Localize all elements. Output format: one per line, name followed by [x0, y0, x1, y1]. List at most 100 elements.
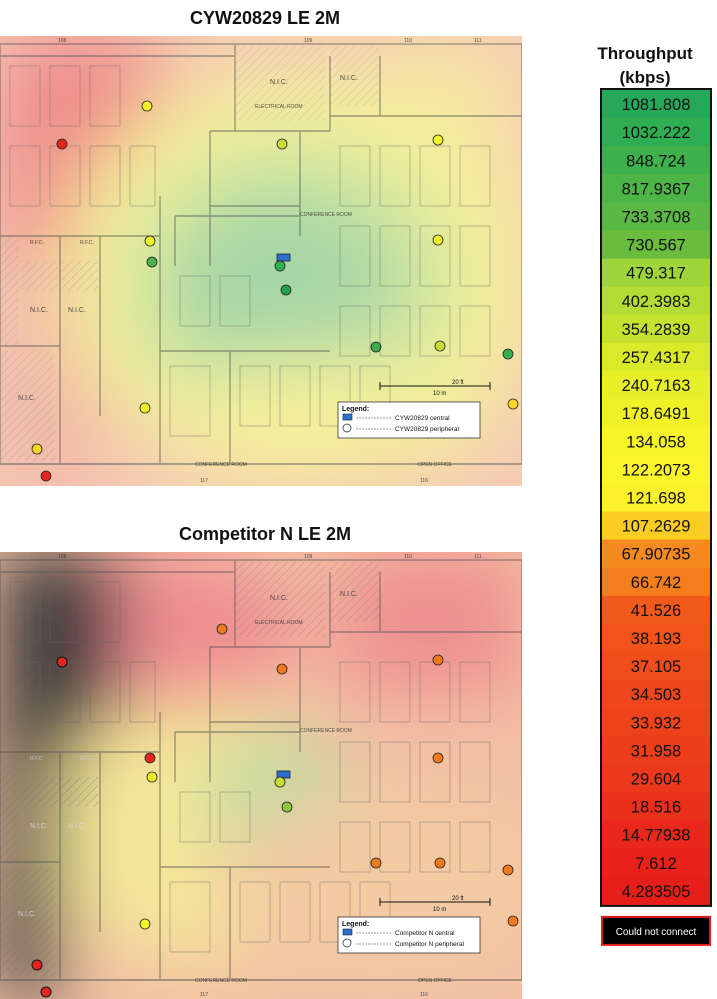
room-label: N.I.C. — [68, 307, 86, 314]
scale-value-label: 107.2629 — [622, 518, 691, 536]
peripheral-marker — [40, 470, 52, 482]
peripheral-marker — [274, 776, 286, 788]
scale-value-label: 37.105 — [631, 658, 681, 676]
peripheral-marker — [141, 100, 153, 112]
scale-value-label: 134.058 — [626, 433, 686, 451]
peripheral-marker — [40, 986, 52, 998]
scale-swatch — [602, 230, 710, 260]
room-label: CONFERENCE ROOM — [300, 728, 352, 734]
scale-swatch — [602, 792, 710, 822]
peripheral-marker — [31, 959, 43, 971]
scale-swatch — [602, 371, 710, 400]
scale-value-label: 66.742 — [631, 574, 681, 592]
room-label: ELECTRICAL ROOM — [255, 620, 303, 626]
room-number: 109 — [304, 38, 313, 44]
scale-swatch — [602, 511, 710, 541]
room-number: 110 — [404, 554, 412, 560]
peripheral-marker — [432, 234, 444, 246]
scale-value-label: 41.526 — [631, 602, 681, 620]
room-label: R.F.C. — [80, 756, 94, 762]
legend-peripheral-label: CYW20829 peripheral — [395, 426, 460, 433]
room-number: 108 — [58, 554, 67, 560]
scale-value-label: 257.4317 — [622, 349, 691, 367]
room-label: N.I.C. — [340, 591, 358, 598]
scale-value-label: 354.2839 — [622, 321, 691, 339]
scale-swatch — [602, 427, 710, 456]
peripheral-marker — [56, 138, 68, 150]
room-label: CONFERENCE ROOM — [300, 212, 352, 218]
scale-value-label: 178.6491 — [622, 405, 691, 423]
room-label: N.I.C. — [18, 395, 36, 402]
scale-swatch — [602, 567, 710, 597]
room-label: N.I.C. — [18, 911, 36, 918]
peripheral-marker — [144, 235, 156, 247]
scale-value-label: 479.317 — [626, 265, 686, 283]
scale-swatch — [602, 286, 710, 316]
map-legend-2: Legend: Competitor N central Competitor … — [337, 916, 481, 954]
room-label: R.F.C. — [30, 756, 44, 762]
peripheral-marker — [31, 443, 43, 455]
room-text-2: N.I.C. N.I.C. N.I.C. N.I.C. N.I.C. ELECT… — [18, 554, 482, 998]
room-label: R.F.C. — [30, 240, 44, 246]
scale-value-label: 240.7163 — [622, 377, 691, 395]
scale-value-label: 733.3708 — [622, 208, 691, 226]
scale-swatch — [602, 708, 710, 737]
scale-value-label: 817.9367 — [622, 180, 691, 198]
scale-swatch — [602, 202, 710, 231]
peripheral-marker — [434, 857, 446, 869]
peripheral-marker — [146, 256, 158, 268]
scale-value-label: 848.724 — [626, 152, 686, 170]
furniture-grid-2 — [9, 581, 491, 953]
throughput-color-scale: 1081.808 1032.222 848.724 817.9367 733.3708 7… — [600, 88, 713, 987]
room-label: R.F.C. — [80, 240, 94, 246]
room-number: 117 — [200, 478, 208, 484]
legend-central-label: Competitor N central — [395, 930, 455, 937]
scale-label-m: 10 m — [433, 391, 446, 397]
scale-value-label: 34.503 — [631, 686, 681, 704]
scale-swatch — [602, 652, 710, 681]
throughput-legend-title: Throughput — [597, 44, 693, 63]
scale-value-label: 402.3983 — [622, 293, 691, 311]
scale-swatch — [602, 876, 710, 906]
scale-value-label: 67.90735 — [622, 546, 691, 564]
scale-value-label: 1081.808 — [622, 96, 691, 114]
room-label: N.I.C. — [270, 595, 288, 602]
scale-frame — [600, 88, 712, 907]
room-number: 108 — [58, 38, 67, 44]
peripheral-marker — [139, 402, 151, 414]
peripheral-marker — [139, 918, 151, 930]
peripheral-marker — [56, 656, 68, 668]
peripheral-marker — [276, 138, 288, 150]
room-label: OPEN OFFICE — [418, 978, 453, 984]
room-label: OPEN OFFICE — [418, 462, 453, 468]
peripheral-marker — [144, 752, 156, 764]
peripheral-marker — [281, 801, 293, 813]
room-number: 111 — [474, 554, 482, 560]
map-title-cyw20829: CYW20829 LE 2M — [189, 8, 341, 28]
room-number: 116 — [420, 992, 428, 998]
scale-value-label: 14.77938 — [622, 827, 691, 845]
scale-swatch — [602, 146, 710, 175]
peripheral-marker — [507, 398, 519, 410]
scale-value-label: 4.283505 — [622, 883, 691, 901]
room-number: 117 — [200, 992, 208, 998]
scale-swatch — [602, 623, 710, 653]
floorplan-cyw20829-svg: N.I.C. N.I.C. N.I.C. N.I.C. N.I.C. ELECT… — [0, 36, 522, 486]
no-connect-swatch — [601, 915, 711, 946]
scale-bar-1: 20 ft 10 m — [379, 380, 491, 397]
room-label: CONFERENCE ROOM — [195, 462, 247, 468]
room-label: N.I.C. — [270, 79, 288, 86]
scale-label-ft: 20 ft — [452, 380, 464, 386]
peripheral-marker — [216, 623, 228, 635]
room-label: N.I.C. — [68, 823, 86, 830]
room-number: 110 — [404, 38, 412, 44]
heat-layer-cyw20829 — [0, 36, 522, 486]
heatmap-cyw20829: N.I.C. N.I.C. N.I.C. N.I.C. N.I.C. ELECT… — [0, 36, 522, 486]
legend-title: Legend: — [342, 406, 369, 413]
scale-swatch — [602, 736, 710, 765]
heatmap-competitor: N.I.C. N.I.C. N.I.C. N.I.C. N.I.C. ELECT… — [0, 552, 522, 999]
scale-value-label: 7.612 — [635, 855, 676, 873]
scale-label-ft: 20 ft — [452, 896, 464, 902]
scale-value-label: 18.516 — [631, 799, 681, 817]
color-scale-svg: 1081.808 1032.222 848.724 817.9367 733.3708 7… — [600, 88, 712, 946]
